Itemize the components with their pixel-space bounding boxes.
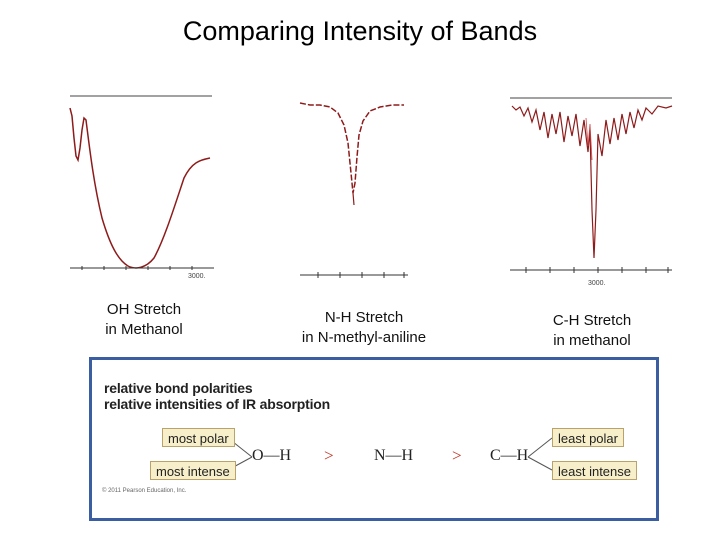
caption-line: in Methanol — [105, 321, 183, 338]
label-most-polar: most polar — [162, 428, 235, 447]
polarity-figure: relative bond polarities relative intens… — [89, 357, 659, 521]
oh-trace — [69, 107, 211, 269]
nh-trace — [299, 102, 404, 194]
bond-nh: N—H — [374, 447, 414, 464]
caption-oh: OH Stretch in Methanol — [80, 300, 208, 340]
page-title: Comparing Intensity of Bands — [182, 16, 538, 46]
caption-line: N-H Stretch — [324, 309, 404, 326]
greater-than-1: > — [324, 446, 334, 465]
ch-trace — [511, 105, 673, 259]
bond-oh: O—H — [252, 447, 292, 464]
caption-line: OH Stretch — [106, 301, 182, 318]
axis-tick-label: 3000. — [188, 273, 206, 280]
axis-tick-label: 3000. — [588, 280, 606, 287]
label-least-intense: least intense — [552, 461, 637, 480]
caption-line: in methanol — [553, 332, 631, 349]
caption-line: C-H Stretch — [552, 312, 632, 329]
label-most-intense: most intense — [150, 461, 236, 480]
greater-than-2: > — [452, 446, 462, 465]
spectrum-ch-methanol: 3000. — [510, 97, 673, 287]
heading-ir-intensities: relative intensities of IR absorption — [104, 396, 330, 412]
bond-ch: C—H — [490, 447, 529, 464]
spectrum-oh-methanol: 3000. — [69, 95, 214, 280]
spectrum-nh-methylaniline — [299, 102, 408, 278]
heading-bond-polarities: relative bond polarities — [104, 380, 253, 396]
caption-line: in N-methyl-aniline — [301, 329, 427, 346]
caption-nh: N-H Stretch in N-methyl-aniline — [280, 308, 448, 348]
copyright-text: © 2011 Pearson Education, Inc. — [102, 488, 187, 494]
caption-ch: C-H Stretch in methanol — [532, 311, 652, 351]
label-least-polar: least polar — [552, 428, 624, 447]
